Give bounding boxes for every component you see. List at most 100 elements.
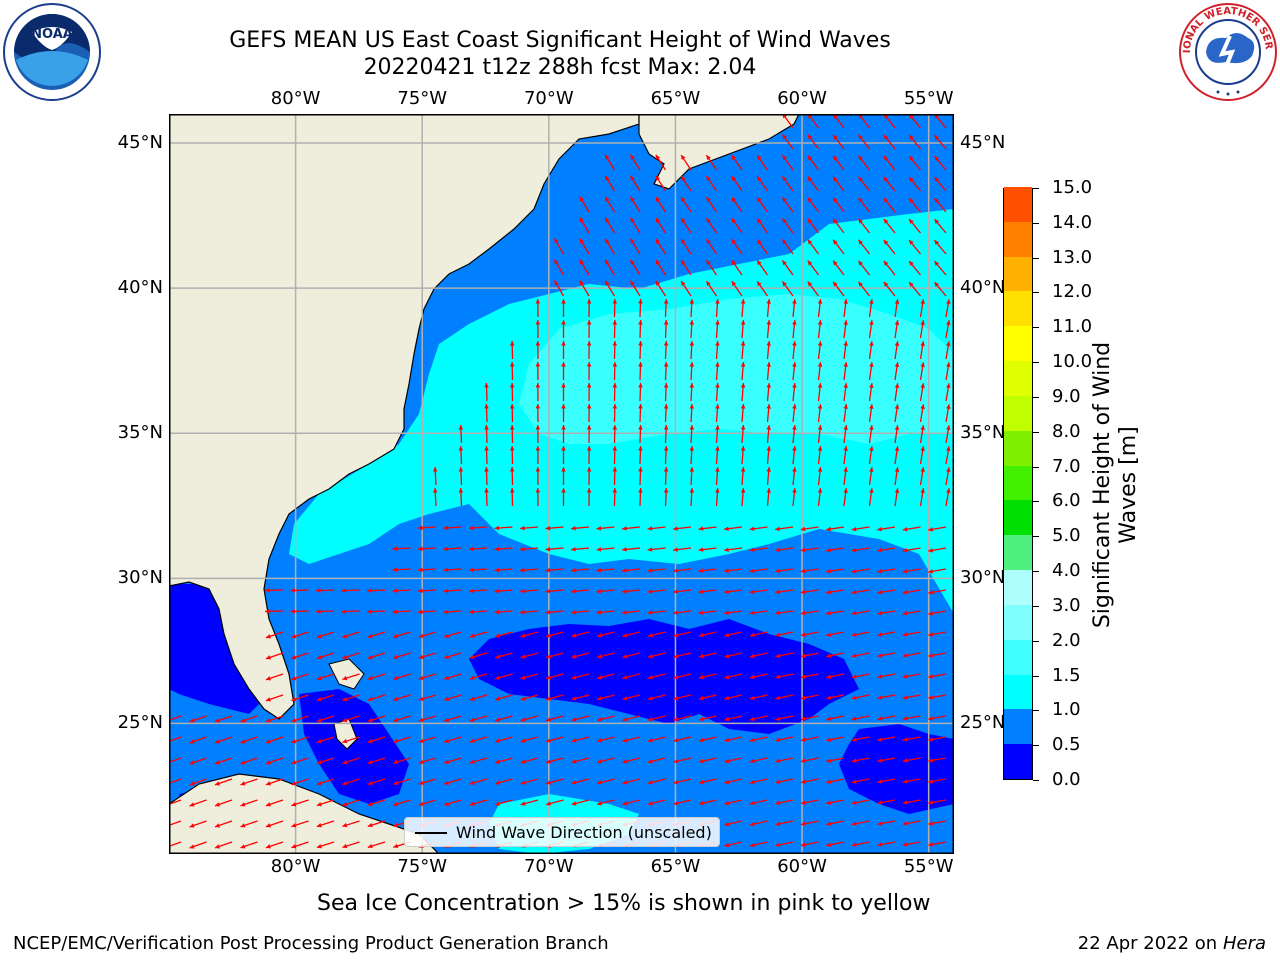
wind-wave-arrow — [169, 820, 182, 827]
wind-wave-arrowhead — [342, 780, 348, 786]
wind-wave-arrowhead — [715, 383, 720, 388]
wind-wave-arrowhead — [673, 779, 679, 785]
wind-wave-arrowhead — [800, 674, 806, 679]
wind-wave-arrowhead — [869, 467, 874, 472]
wind-wave-arrowhead — [877, 779, 883, 784]
wind-wave-arrowhead — [561, 362, 566, 367]
wind-wave-arrowhead — [240, 823, 246, 828]
wind-wave-arrowhead — [833, 281, 838, 287]
wind-wave-arrowhead — [775, 695, 781, 701]
wind-wave-arrowhead — [597, 717, 602, 722]
wind-wave-arrowhead — [444, 717, 450, 722]
wind-wave-arrowhead — [909, 198, 914, 203]
wind-wave-arrowhead — [851, 842, 857, 847]
wind-wave-arrowhead — [782, 176, 787, 182]
wind-wave-arrowhead — [920, 488, 925, 493]
wind-wave-arrowhead — [469, 759, 475, 764]
wind-wave-arrowhead — [444, 780, 450, 785]
wind-wave-arrowhead — [673, 758, 679, 764]
wind-wave-arrowhead — [946, 488, 951, 494]
wind-wave-arrowhead — [775, 674, 781, 680]
wind-wave-arrowhead — [817, 467, 823, 472]
wind-wave-arrowhead — [843, 404, 848, 409]
wind-wave-arrowhead — [561, 425, 566, 430]
wind-wave-arrowhead — [698, 547, 704, 552]
wind-wave-arrowhead — [648, 716, 653, 722]
wind-wave-arrowhead — [800, 547, 806, 553]
wind-wave-arrowhead — [869, 320, 874, 325]
wind-wave-arrowhead — [775, 716, 781, 722]
wind-wave-arrowhead — [851, 695, 857, 700]
wind-wave-arrowhead — [800, 779, 806, 784]
wind-wave-arrowhead — [934, 198, 940, 204]
wind-wave-arrowhead — [826, 716, 832, 721]
wind-wave-arrowhead — [469, 588, 474, 594]
wind-wave-arrowhead — [291, 655, 297, 660]
wind-wave-arrowhead — [367, 738, 373, 744]
legend-label: Wind Wave Direction (unscaled) — [456, 823, 712, 842]
wind-wave-arrowhead — [902, 737, 908, 742]
wind-wave-arrowhead — [902, 527, 908, 532]
colorbar-tick-label: 3.0 — [1052, 594, 1081, 616]
wind-wave-arrowhead — [800, 716, 806, 721]
wind-wave-arrowhead — [240, 844, 246, 849]
wind-wave-arrowhead — [883, 239, 889, 245]
wind-wave-arrowhead — [928, 779, 934, 784]
wind-wave-arrowhead — [807, 218, 813, 224]
wind-wave-arrowhead — [648, 632, 653, 638]
wind-wave-arrowhead — [782, 197, 787, 203]
axis-tick-label: 70°W — [523, 88, 574, 109]
colorbar-tickmark — [1033, 710, 1039, 712]
wind-wave-arrowhead — [749, 547, 755, 553]
wind-wave-arrowhead — [740, 383, 746, 388]
wind-wave-arrowhead — [597, 675, 602, 680]
wind-wave-arrowhead — [596, 568, 602, 573]
wind-wave-arrowhead — [648, 800, 653, 806]
wind-wave-arrowhead — [484, 488, 489, 493]
wind-wave-arrowhead — [418, 588, 423, 594]
wind-wave-arrowhead — [833, 260, 838, 266]
wind-wave-arrowhead — [316, 718, 322, 723]
wind-wave-arrowhead — [689, 404, 695, 409]
wind-wave-arrowhead — [928, 758, 934, 763]
wind-wave-arrowhead — [418, 717, 424, 723]
wind-wave-arrowhead — [586, 383, 592, 388]
map-legend: Wind Wave Direction (unscaled) — [404, 817, 720, 847]
wind-wave-arrowhead — [484, 383, 489, 388]
wind-wave-arrowhead — [715, 425, 720, 430]
wind-wave-arrowhead — [579, 259, 585, 265]
wind-wave-arrowhead — [554, 259, 559, 265]
wind-wave-arrowhead — [698, 800, 704, 806]
wind-wave-arrowhead — [612, 362, 618, 367]
wind-wave-arrowhead — [928, 737, 934, 742]
colorbar-segment — [1004, 569, 1032, 605]
wind-wave-arrowhead — [766, 362, 771, 367]
wind-wave-arrowhead — [265, 802, 271, 807]
wind-wave-arrowhead — [902, 758, 908, 763]
wind-wave-arrowhead — [869, 383, 874, 388]
wind-wave-arrowhead — [724, 547, 729, 552]
colorbar-tickmark — [1033, 431, 1039, 433]
wind-wave-arrowhead — [689, 362, 695, 367]
wind-wave-arrowhead — [622, 526, 627, 531]
wind-wave-arrowhead — [367, 654, 373, 660]
axis-tick-label: 25°N — [117, 712, 163, 734]
wind-wave-arrowhead — [843, 383, 848, 388]
wind-wave-arrowhead — [894, 488, 900, 493]
wind-wave-arrowhead — [698, 695, 704, 701]
wind-wave-arrowhead — [265, 844, 271, 849]
wind-wave-arrowhead — [826, 695, 832, 700]
wind-wave-arrowhead — [877, 842, 883, 847]
wind-wave-arrowhead — [432, 488, 438, 493]
wind-wave-arrowhead — [630, 175, 635, 181]
axis-tick-label: 25°N — [960, 712, 1006, 734]
north-america-land — [169, 114, 640, 720]
wind-wave-arrowhead — [920, 383, 925, 388]
wind-wave-arrowhead — [851, 821, 857, 826]
wind-wave-arrowhead — [757, 281, 762, 287]
wind-wave-arrowhead — [622, 717, 628, 722]
wind-wave-arrowhead — [444, 801, 450, 806]
colorbar-tickmark — [1033, 536, 1039, 538]
wind-wave-arrowhead — [928, 842, 934, 847]
wind-wave-arrowhead — [869, 488, 874, 493]
